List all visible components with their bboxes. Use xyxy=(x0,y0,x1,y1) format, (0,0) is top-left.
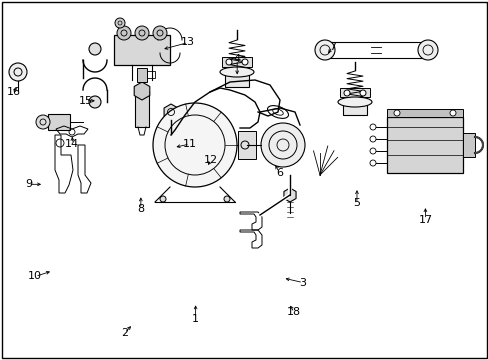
Circle shape xyxy=(261,123,305,167)
Text: 9: 9 xyxy=(25,179,32,189)
Text: 13: 13 xyxy=(181,37,195,48)
Ellipse shape xyxy=(337,97,371,107)
Bar xyxy=(462,133,474,157)
Polygon shape xyxy=(134,82,149,100)
Text: 5: 5 xyxy=(353,198,360,208)
Circle shape xyxy=(417,40,437,60)
Text: 10: 10 xyxy=(28,271,42,282)
Text: 2: 2 xyxy=(121,328,128,338)
Bar xyxy=(48,114,70,130)
Bar xyxy=(114,35,170,65)
Circle shape xyxy=(224,196,229,202)
Bar xyxy=(147,71,155,78)
Text: 3: 3 xyxy=(299,278,306,288)
Ellipse shape xyxy=(272,109,283,115)
Circle shape xyxy=(9,63,27,81)
Text: 6: 6 xyxy=(276,168,283,178)
Circle shape xyxy=(369,148,375,154)
Text: 1: 1 xyxy=(192,314,199,324)
Circle shape xyxy=(89,43,101,55)
Bar xyxy=(137,68,147,82)
Circle shape xyxy=(242,59,247,65)
Text: 17: 17 xyxy=(418,215,431,225)
Circle shape xyxy=(115,18,125,28)
Text: 7: 7 xyxy=(328,42,335,52)
Circle shape xyxy=(314,40,334,60)
Text: 15: 15 xyxy=(79,96,92,106)
Bar xyxy=(386,117,462,173)
Circle shape xyxy=(153,103,237,187)
Bar xyxy=(238,131,256,159)
Text: 14: 14 xyxy=(65,139,79,149)
Text: 12: 12 xyxy=(204,155,218,165)
Circle shape xyxy=(117,26,131,40)
Bar xyxy=(135,91,149,127)
Text: 18: 18 xyxy=(287,307,301,318)
Circle shape xyxy=(225,59,231,65)
Circle shape xyxy=(36,115,50,129)
Circle shape xyxy=(135,26,149,40)
Circle shape xyxy=(369,124,375,130)
Bar xyxy=(342,97,366,115)
Text: 11: 11 xyxy=(183,139,196,149)
Bar xyxy=(224,67,248,87)
Circle shape xyxy=(449,110,455,116)
Ellipse shape xyxy=(220,67,253,77)
Bar xyxy=(167,128,175,134)
Text: 4: 4 xyxy=(233,54,240,64)
Circle shape xyxy=(393,110,399,116)
Circle shape xyxy=(369,160,375,166)
Circle shape xyxy=(160,196,165,202)
Circle shape xyxy=(153,26,167,40)
Polygon shape xyxy=(284,188,295,202)
Text: 16: 16 xyxy=(7,87,20,97)
Bar xyxy=(339,88,369,97)
Circle shape xyxy=(359,90,365,96)
Circle shape xyxy=(343,90,349,96)
Circle shape xyxy=(89,96,101,108)
Circle shape xyxy=(369,136,375,142)
Ellipse shape xyxy=(267,105,288,118)
Text: 8: 8 xyxy=(137,204,144,214)
Polygon shape xyxy=(164,104,178,120)
Bar xyxy=(222,57,251,67)
Bar xyxy=(386,109,462,117)
